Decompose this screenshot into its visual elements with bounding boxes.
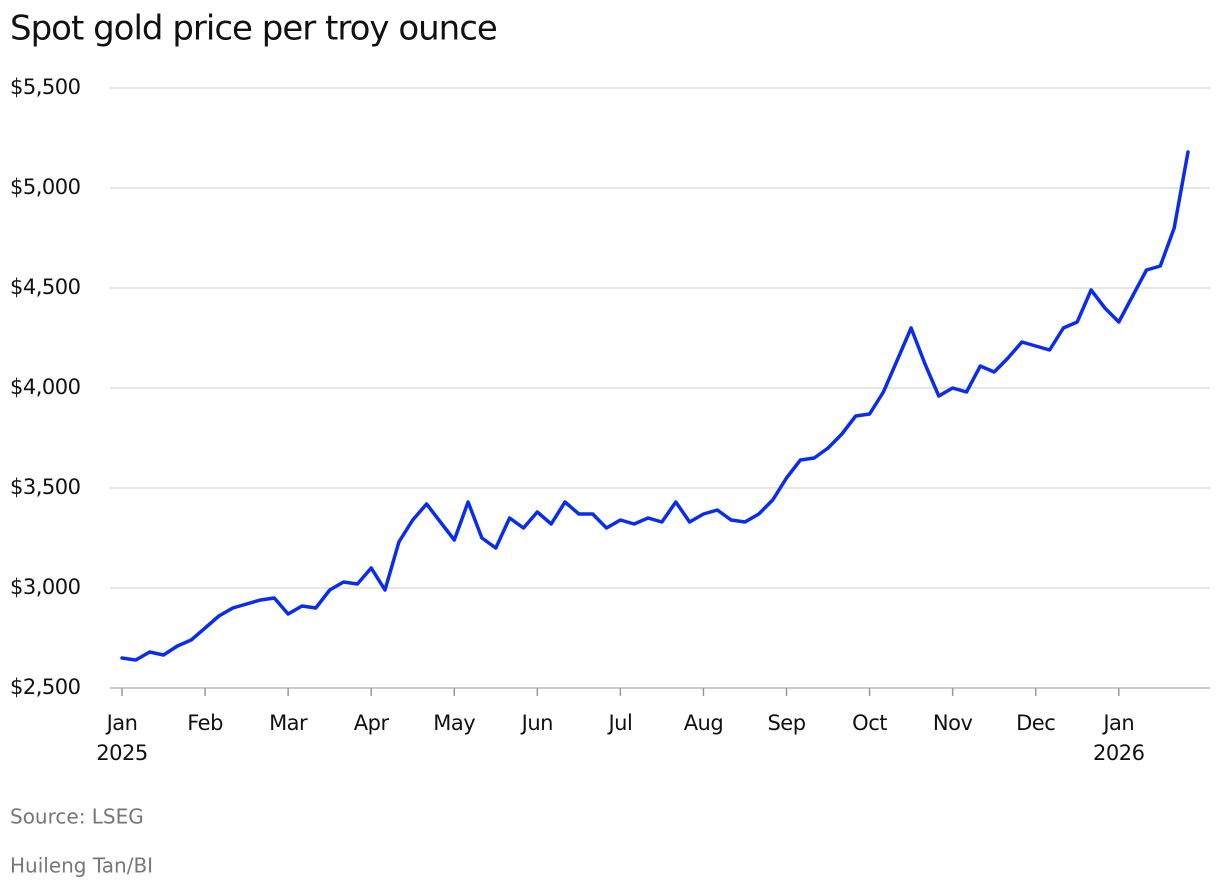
x-tick-label: Oct <box>852 711 887 735</box>
price-line <box>120 150 1190 662</box>
x-tick-label: Aug <box>684 711 724 735</box>
x-tick-label: Jan 2026 <box>1093 711 1145 765</box>
y-tick-label: $3,000 <box>10 575 80 599</box>
x-tick-label: Jun <box>520 711 553 735</box>
x-tick-label: Mar <box>269 711 308 735</box>
x-tick-label: Jul <box>606 711 632 735</box>
x-tick-label: Nov <box>933 711 973 735</box>
y-tick-label: $4,000 <box>10 375 80 399</box>
credit: Huileng Tan/BI <box>10 854 153 878</box>
y-tick-label: $5,500 <box>10 75 80 99</box>
x-tick-label: Sep <box>767 711 805 735</box>
x-tick-label: Feb <box>187 711 223 735</box>
y-tick-label: $4,500 <box>10 275 80 299</box>
source: Source: LSEG <box>10 805 144 829</box>
y-tick-label: $3,500 <box>10 475 80 499</box>
x-tick-label: Jan 2025 <box>96 711 147 765</box>
x-tick-label: Apr <box>354 711 390 735</box>
x-tick-label: Dec <box>1016 711 1055 735</box>
chart-title: Spot gold price per troy ounce <box>10 9 497 49</box>
x-tick-label: May <box>433 711 475 735</box>
y-tick-label: $2,500 <box>10 675 80 699</box>
y-tick-label: $5,000 <box>10 175 80 199</box>
